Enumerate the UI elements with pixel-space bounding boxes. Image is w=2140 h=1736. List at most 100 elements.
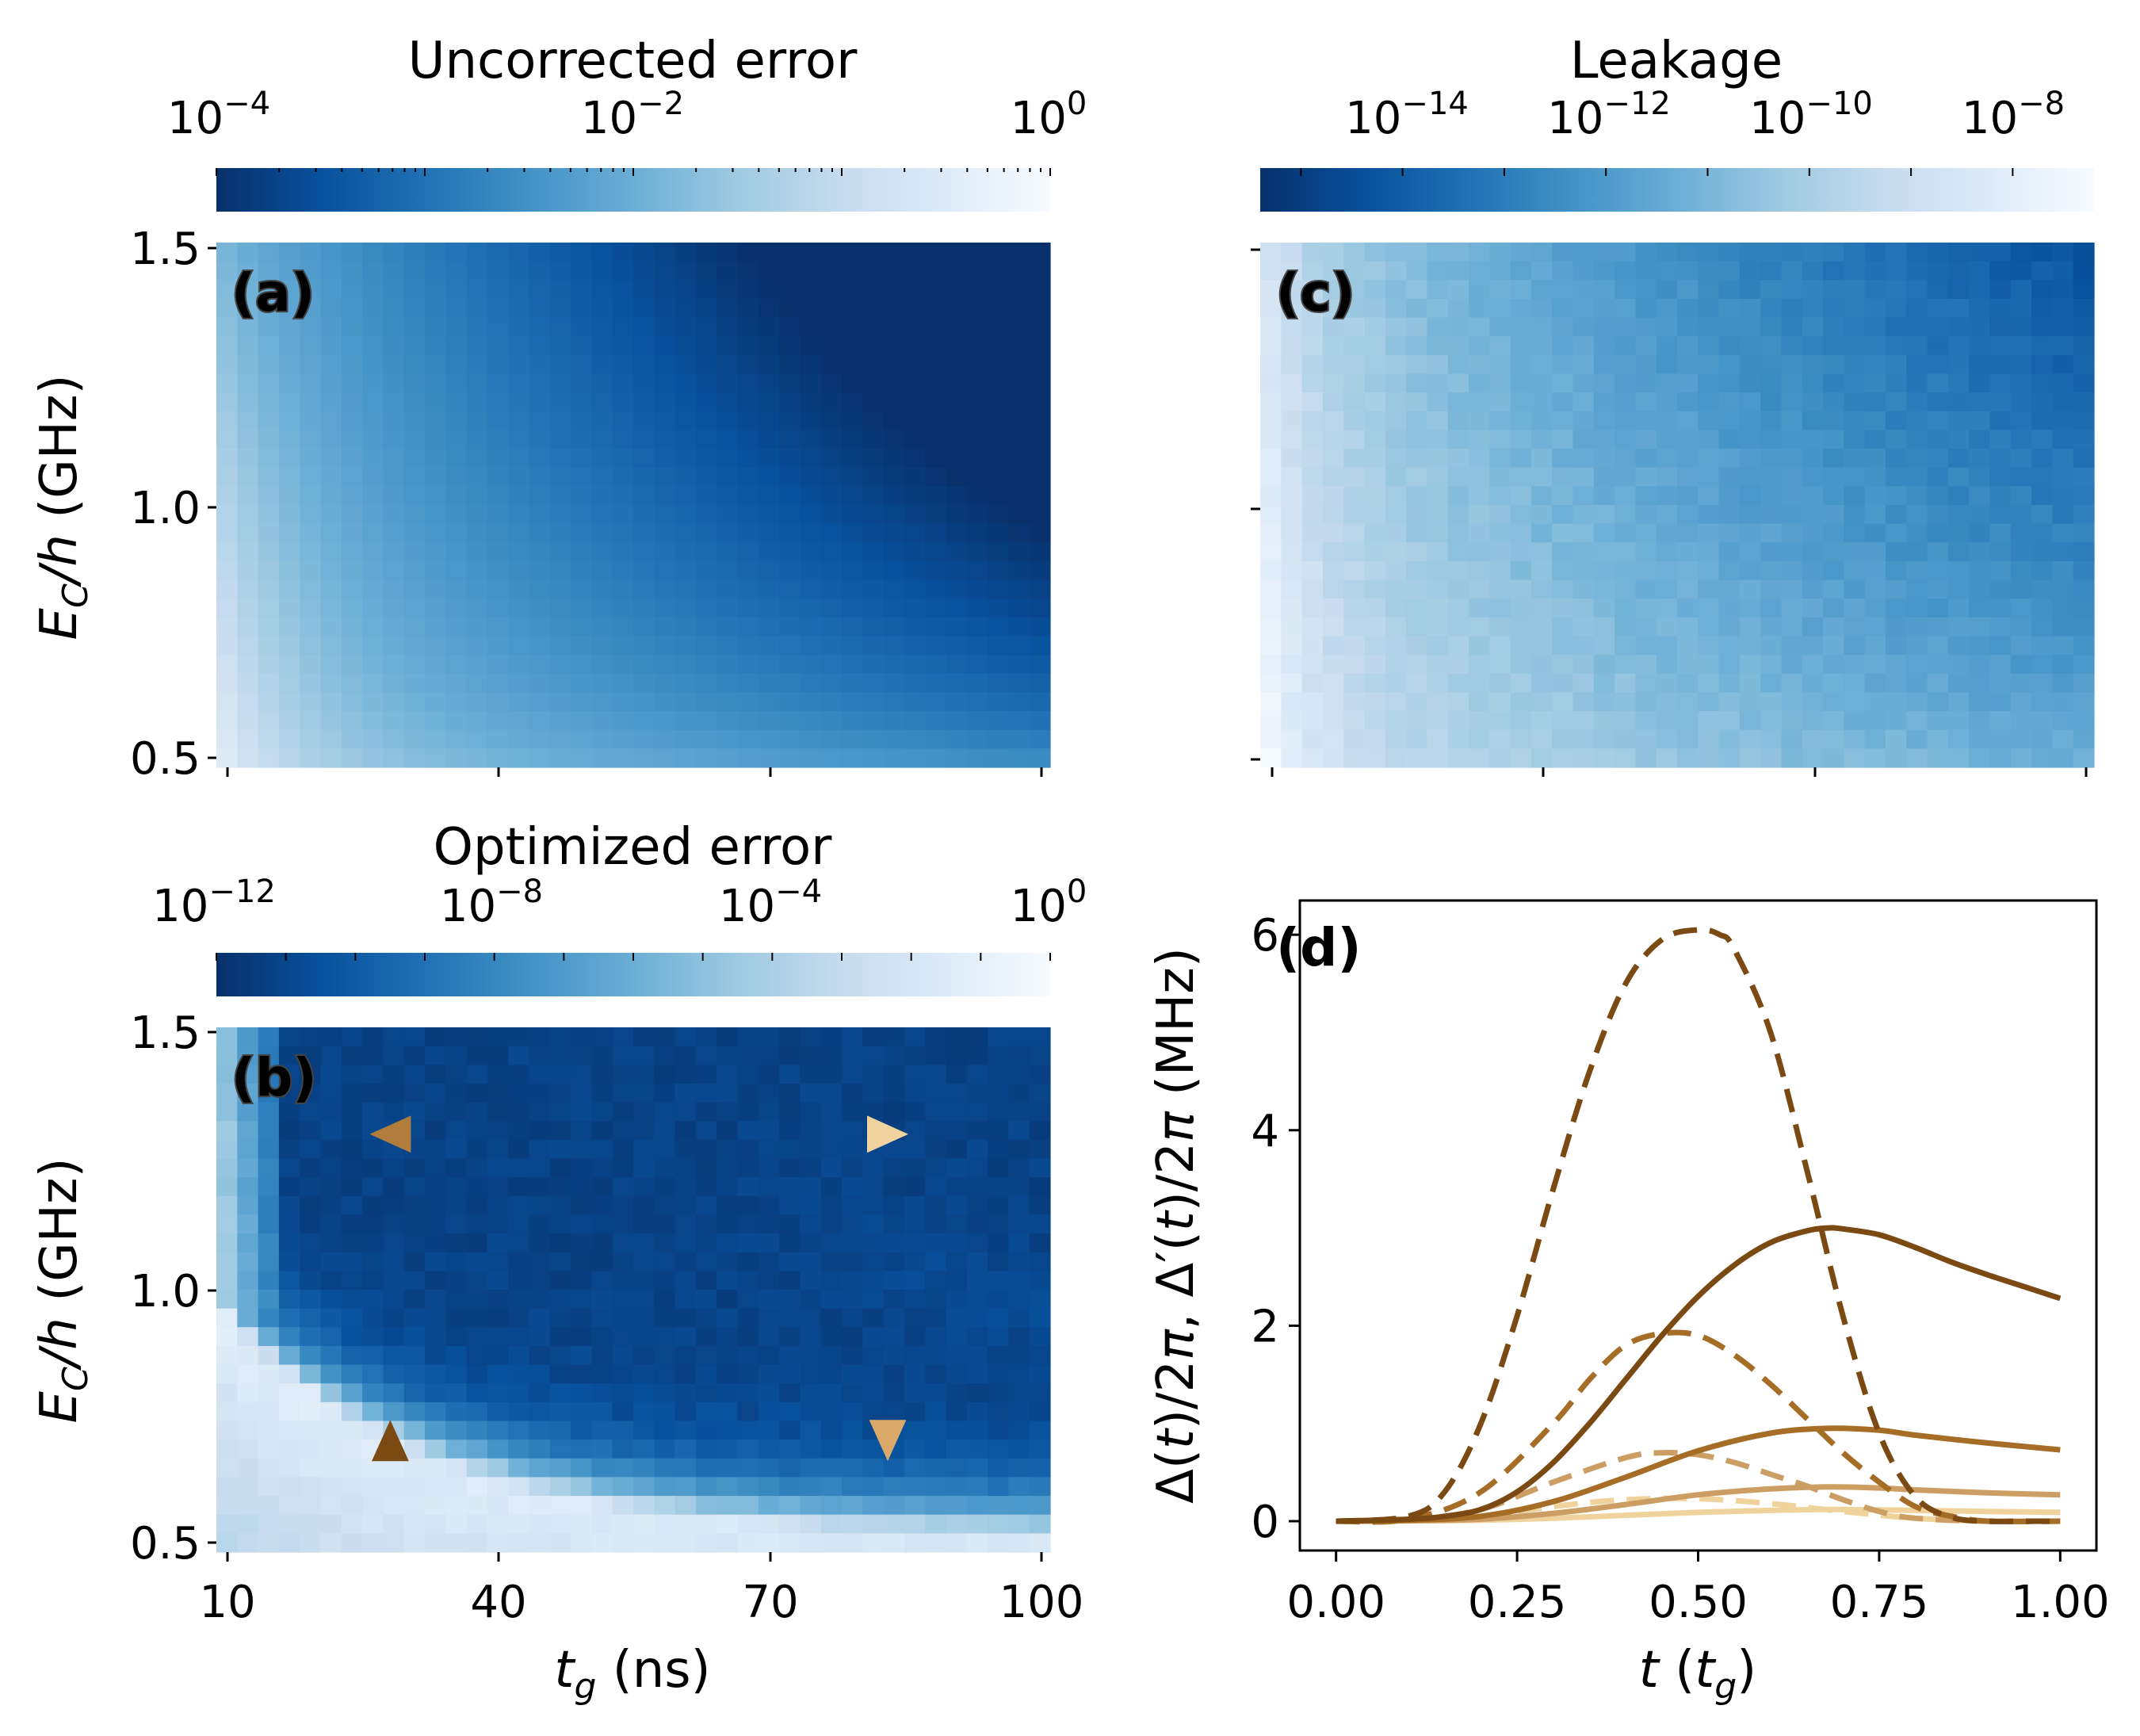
heatB-cell-17-26 (758, 1345, 780, 1366)
heatB-cell-6-5 (320, 1139, 342, 1160)
heatB-cell-13-22 (674, 1271, 697, 1291)
heatB-cell-7-24 (717, 1158, 739, 1178)
heatA-cell-1-37 (988, 261, 1009, 281)
heatA-cell-12-3 (278, 467, 300, 487)
heatA-cell-0-11 (445, 243, 468, 262)
heatB-cell-13-13 (487, 1271, 509, 1291)
heatA-cell-12-25 (737, 467, 759, 487)
heatA-cell-23-25 (737, 673, 759, 694)
heatA-cell-9-11 (445, 411, 468, 431)
heatA-cell-21-18 (591, 636, 613, 656)
heatA-cell-8-23 (695, 392, 717, 412)
heatA-cell-7-25 (737, 373, 759, 393)
heatA-cell-8-24 (717, 392, 739, 412)
heatA-cell-19-10 (425, 598, 446, 618)
heatA-cell-2-36 (966, 280, 988, 300)
heatC-cell-7-27 (1823, 373, 1844, 393)
heatC-cell-5-22 (1718, 336, 1741, 356)
heatA-cell-13-34 (925, 486, 947, 506)
heatC-cell-9-2 (1301, 411, 1324, 431)
heatC-cell-7-19 (1656, 373, 1678, 393)
heatC-cell-20-26 (1802, 617, 1824, 637)
heatB-cell-12-32 (883, 1252, 905, 1271)
heatB-cell-5-30 (842, 1121, 863, 1141)
heatC-cell-26-7 (1406, 729, 1427, 749)
heatC-cell-18-8 (1427, 579, 1449, 599)
panel-b: Optimized error 10−12 10−8 10−4 100 (b) … (30, 818, 1087, 1707)
heatA-cell-19-35 (946, 598, 968, 618)
heatC-cell-7-20 (1677, 373, 1699, 393)
heatC-cell-1-16 (1593, 261, 1615, 281)
heatB-cell-24-24 (717, 1477, 739, 1497)
heatB-cell-16-34 (925, 1327, 947, 1347)
heatA-cell-16-1 (237, 542, 259, 562)
heatC-cell-1-17 (1615, 261, 1636, 281)
heatC-cell-14-25 (1781, 505, 1803, 525)
heatC-cell-21-20 (1677, 636, 1699, 656)
heatB-cell-24-14 (508, 1477, 530, 1497)
heatB-cell-11-29 (820, 1233, 843, 1253)
xtick-b-label-100: 100 (999, 1577, 1084, 1628)
heatA-cell-7-24 (717, 373, 739, 393)
heatC-cell-24-29 (1864, 692, 1886, 712)
heatA-cell-27-2 (258, 748, 280, 768)
heatB-cell-10-25 (737, 1214, 759, 1234)
heatA-cell-27-30 (842, 748, 863, 768)
heatB-cell-24-0 (216, 1477, 238, 1497)
heatA-cell-9-30 (842, 411, 863, 431)
heatB-cell-15-37 (988, 1308, 1009, 1328)
heatC-cell-16-39 (2073, 542, 2095, 562)
heatC-cell-19-37 (2031, 598, 2053, 618)
heatA-cell-1-28 (800, 261, 822, 281)
heatB-cell-5-35 (946, 1121, 968, 1141)
heatB-cell-17-38 (1008, 1345, 1030, 1366)
heatC-cell-6-30 (1886, 354, 1907, 375)
heatA-cell-8-31 (862, 392, 885, 412)
heatC-cell-8-36 (2010, 392, 2032, 412)
heatC-cell-2-38 (2052, 280, 2074, 300)
heatB-cell-6-37 (988, 1139, 1009, 1160)
heatB-cell-6-1 (237, 1139, 259, 1160)
heatC-cell-5-17 (1615, 336, 1636, 356)
heatC-cell-21-25 (1781, 636, 1803, 656)
heatC-cell-0-27 (1823, 243, 1844, 262)
heatC-cell-5-32 (1927, 336, 1949, 356)
heatB-cell-4-37 (988, 1102, 1009, 1122)
heatB-cell-11-30 (842, 1233, 863, 1253)
heatA-cell-16-0 (216, 542, 238, 562)
heatB-cell-24-37 (988, 1477, 1009, 1497)
heatB-cell-5-23 (695, 1121, 717, 1141)
heatA-cell-17-36 (966, 560, 988, 581)
heatB-cell-0-16 (549, 1027, 571, 1047)
heatC-cell-6-15 (1573, 354, 1595, 375)
heatA-cell-24-25 (737, 692, 759, 712)
heatA-cell-26-18 (591, 729, 613, 749)
heatC-cell-18-7 (1406, 579, 1427, 599)
heatB-cell-0-27 (779, 1027, 801, 1047)
heatA-cell-21-3 (278, 636, 300, 656)
heatC-cell-23-1 (1281, 673, 1303, 694)
heatB-cell-20-19 (612, 1401, 634, 1422)
heatC-cell-16-25 (1781, 542, 1803, 562)
heatB-cell-16-7 (362, 1327, 384, 1347)
heatC-cell-14-13 (1530, 505, 1553, 525)
heatC-cell-23-13 (1530, 673, 1553, 694)
heatA-cell-23-16 (549, 673, 571, 694)
heatA-cell-7-36 (966, 373, 988, 393)
heatC-cell-1-22 (1718, 261, 1741, 281)
heatC-cell-23-30 (1886, 673, 1907, 694)
heatB-cell-8-29 (820, 1177, 843, 1197)
heatA-cell-24-13 (487, 692, 509, 712)
heatC-cell-23-10 (1469, 673, 1490, 694)
heatB-cell-11-38 (1008, 1233, 1030, 1253)
heatA-cell-15-22 (674, 523, 697, 543)
heatA-cell-2-39 (1029, 280, 1051, 300)
heatB-cell-15-18 (591, 1308, 613, 1328)
heatC-cell-1-9 (1447, 261, 1469, 281)
heatC-cell-4-37 (2031, 317, 2053, 337)
heatA-cell-10-1 (237, 430, 259, 449)
heatB-cell-18-13 (487, 1364, 509, 1384)
heatB-cell-19-13 (487, 1383, 509, 1403)
heatC-cell-12-7 (1406, 467, 1427, 487)
heatA-cell-7-8 (383, 373, 405, 393)
